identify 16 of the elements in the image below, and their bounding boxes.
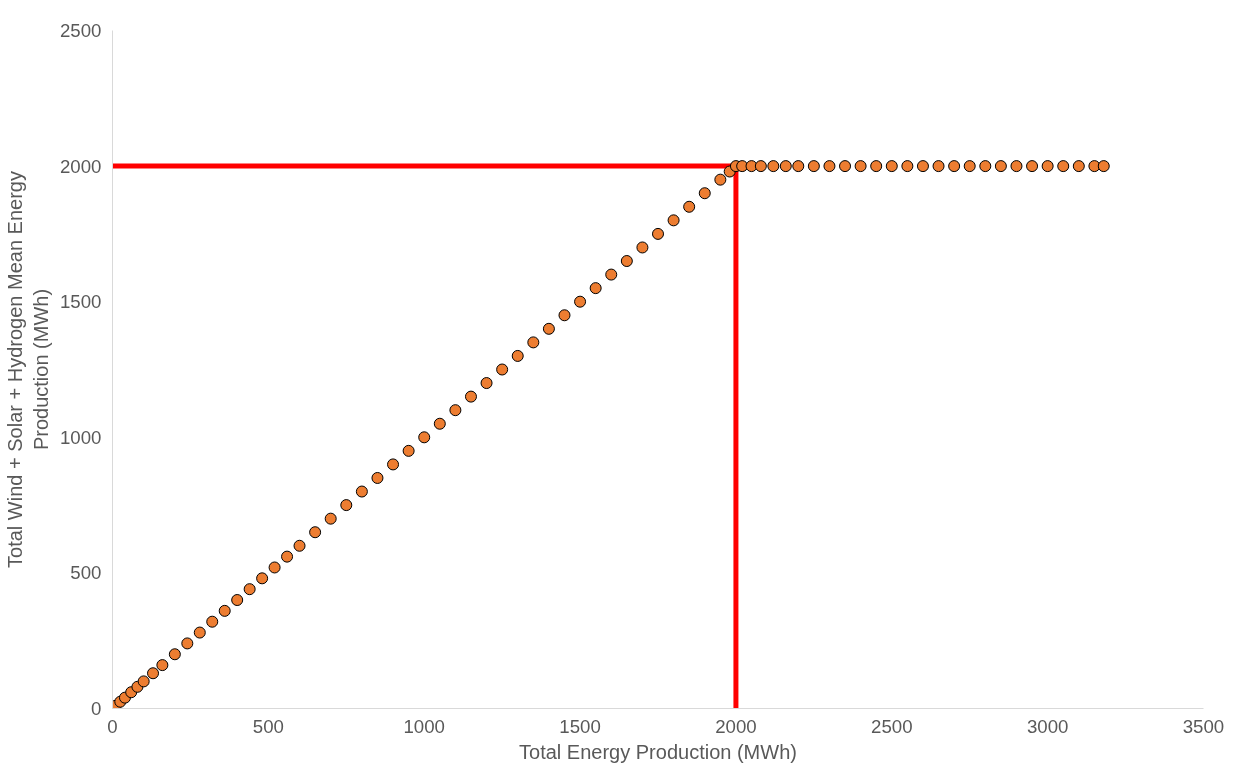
y-tick-label: 0 xyxy=(91,698,102,719)
x-tick-label: 500 xyxy=(252,715,284,737)
x-tick-label: 1500 xyxy=(559,715,601,737)
x-tick-label: 2000 xyxy=(715,715,757,737)
y-tick-label: 2500 xyxy=(60,20,102,41)
x-axis-title: Total Energy Production (MWh) xyxy=(519,740,797,763)
x-tick-label: 3500 xyxy=(1182,715,1225,737)
x-tick-label: 0 xyxy=(107,715,118,737)
x-tick-label: 1000 xyxy=(403,715,445,737)
y-tick-label: 1000 xyxy=(60,426,102,448)
y-axis-title: Total Wind + Solar + Hydrogen Mean Energy Production (MWh) xyxy=(3,171,52,568)
y-tick-label: 2000 xyxy=(60,155,102,177)
y-tick-label: 500 xyxy=(70,562,102,584)
x-tick-label: 2500 xyxy=(871,715,913,737)
y-tick-label: 1500 xyxy=(60,291,102,313)
x-tick-label: 3000 xyxy=(1026,715,1069,737)
